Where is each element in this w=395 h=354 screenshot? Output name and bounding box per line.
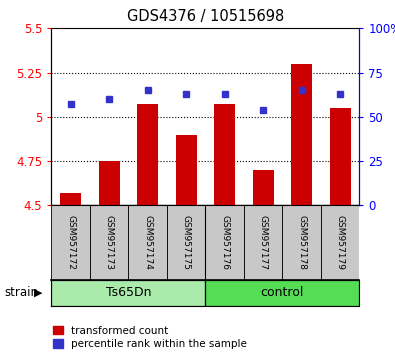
Bar xyxy=(214,104,235,205)
Text: control: control xyxy=(261,286,304,299)
Text: GSM957175: GSM957175 xyxy=(182,215,191,270)
Text: Ts65Dn: Ts65Dn xyxy=(105,286,151,299)
Text: GSM957178: GSM957178 xyxy=(297,215,306,270)
Bar xyxy=(205,205,244,280)
Text: ▶: ▶ xyxy=(34,288,42,298)
Bar xyxy=(175,135,197,205)
Text: GSM957177: GSM957177 xyxy=(259,215,268,270)
Title: GDS4376 / 10515698: GDS4376 / 10515698 xyxy=(127,9,284,24)
Text: strain: strain xyxy=(4,286,38,299)
Bar xyxy=(128,205,167,280)
Bar xyxy=(98,161,120,205)
Bar xyxy=(282,205,321,280)
Bar xyxy=(60,193,81,205)
Text: GSM957172: GSM957172 xyxy=(66,215,75,270)
Bar xyxy=(90,205,128,280)
Text: GSM957176: GSM957176 xyxy=(220,215,229,270)
Text: GSM957174: GSM957174 xyxy=(143,215,152,270)
Bar xyxy=(51,205,90,280)
Bar xyxy=(291,64,312,205)
Bar xyxy=(205,280,359,306)
Bar xyxy=(51,280,205,306)
Bar xyxy=(321,205,359,280)
Text: GSM957173: GSM957173 xyxy=(105,215,114,270)
Legend: transformed count, percentile rank within the sample: transformed count, percentile rank withi… xyxy=(53,326,247,349)
Bar xyxy=(252,170,274,205)
Bar xyxy=(167,205,205,280)
Bar xyxy=(244,205,282,280)
Text: GSM957179: GSM957179 xyxy=(336,215,345,270)
Bar xyxy=(137,104,158,205)
Bar xyxy=(329,108,351,205)
